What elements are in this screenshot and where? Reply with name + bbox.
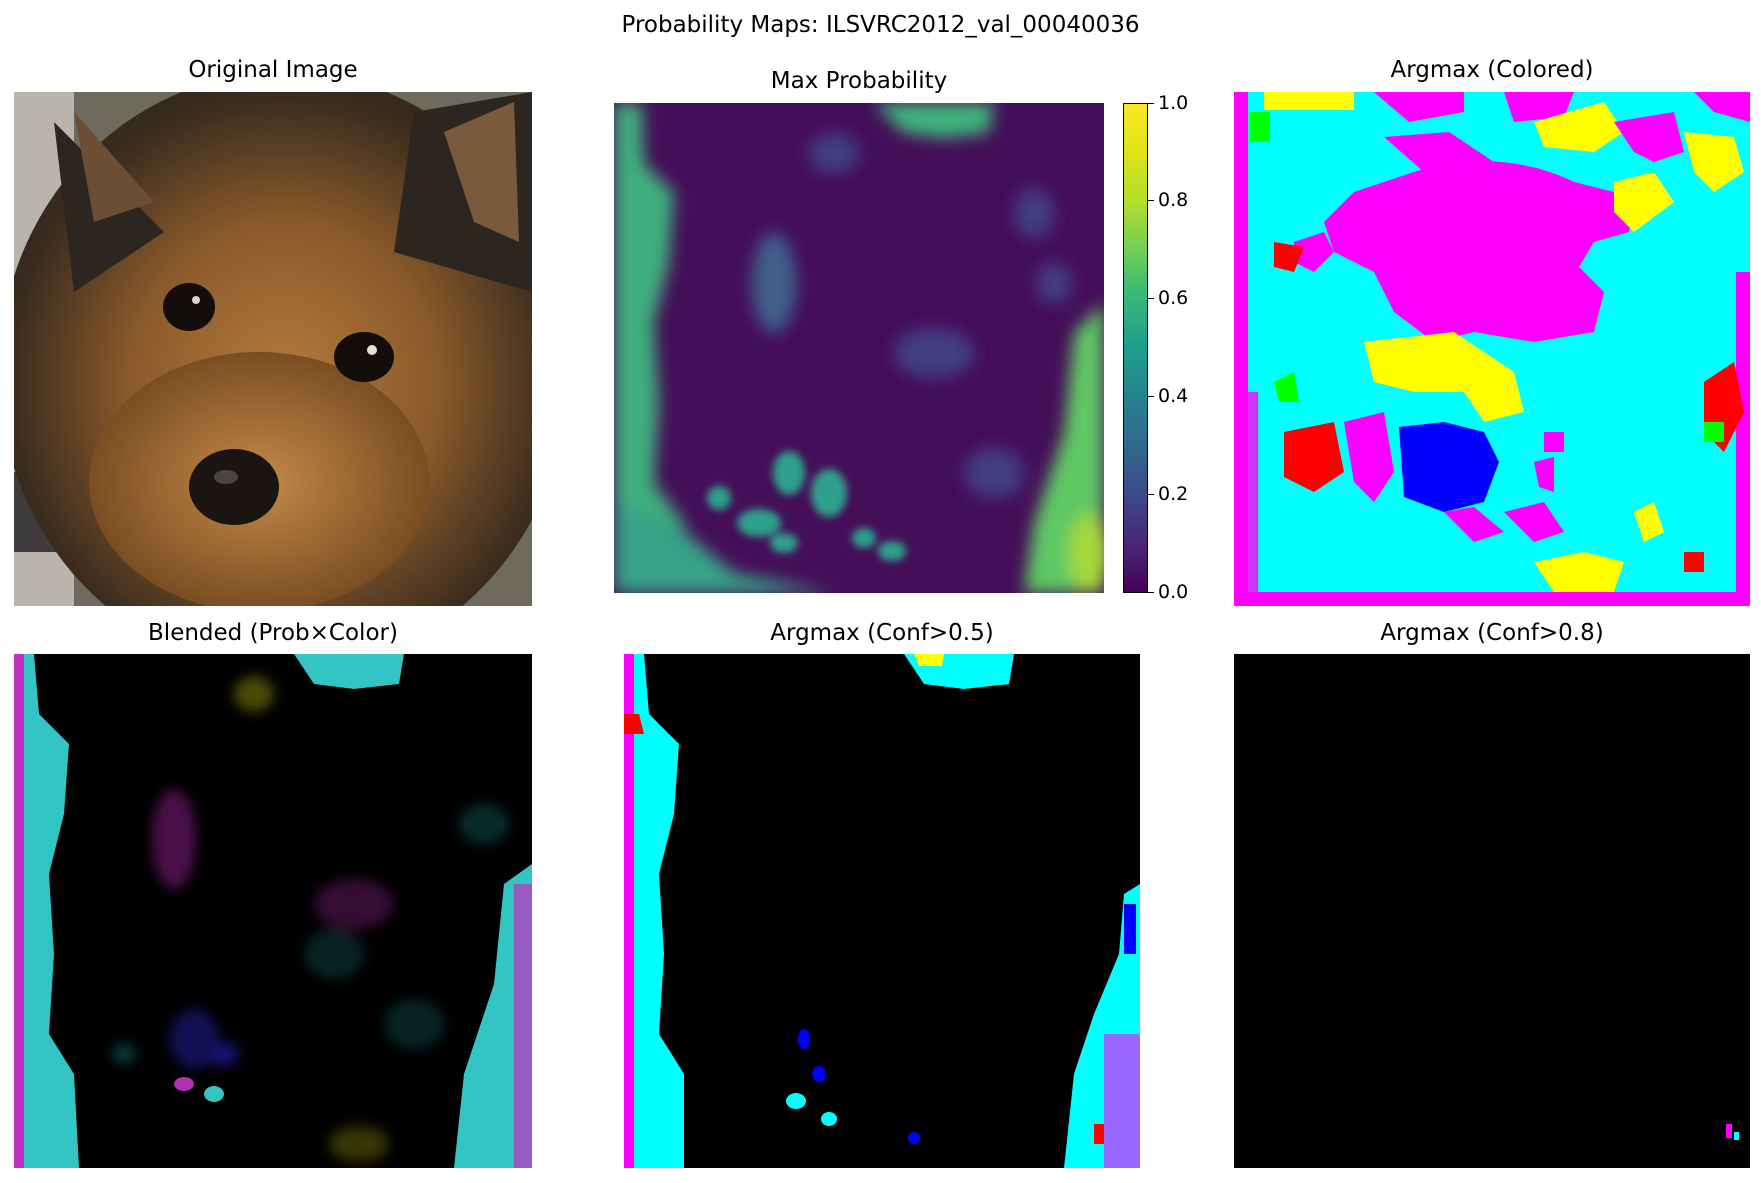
max-probability-colorbar (1123, 103, 1148, 593)
argmax-conf05-map (624, 654, 1140, 1168)
argmax-conf08-map (1234, 654, 1750, 1168)
colorbar-tick-label: 0.0 (1158, 581, 1189, 603)
blended-map (14, 654, 532, 1168)
argmax-colored-title: Argmax (Colored) (1390, 57, 1594, 83)
colorbar-tick-label: 0.8 (1158, 189, 1189, 211)
colorbar-tick-label: 0.2 (1158, 483, 1189, 505)
argmax-conf05-title: Argmax (Conf>0.5) (770, 620, 994, 646)
max-probability-map (614, 103, 1104, 593)
colorbar-tick-label: 0.4 (1158, 385, 1189, 407)
original-image-title: Original Image (188, 57, 358, 83)
colorbar-tick-label: 1.0 (1158, 92, 1189, 114)
argmax-conf08-title: Argmax (Conf>0.8) (1380, 620, 1604, 646)
argmax-colored-map (1234, 92, 1750, 606)
original-image (14, 92, 532, 606)
colorbar-tick-mark (1148, 494, 1154, 495)
figure-title: Probability Maps: ILSVRC2012_val_0004003… (621, 12, 1140, 38)
max-probability-title: Max Probability (770, 68, 948, 94)
colorbar-tick-mark (1148, 592, 1154, 593)
colorbar-tick-label: 0.6 (1158, 287, 1189, 309)
blended-title: Blended (Prob×Color) (148, 620, 398, 646)
colorbar-tick-mark (1148, 103, 1154, 104)
colorbar-tick-mark (1148, 396, 1154, 397)
colorbar-tick-mark (1148, 200, 1154, 201)
colorbar-tick-mark (1148, 298, 1154, 299)
